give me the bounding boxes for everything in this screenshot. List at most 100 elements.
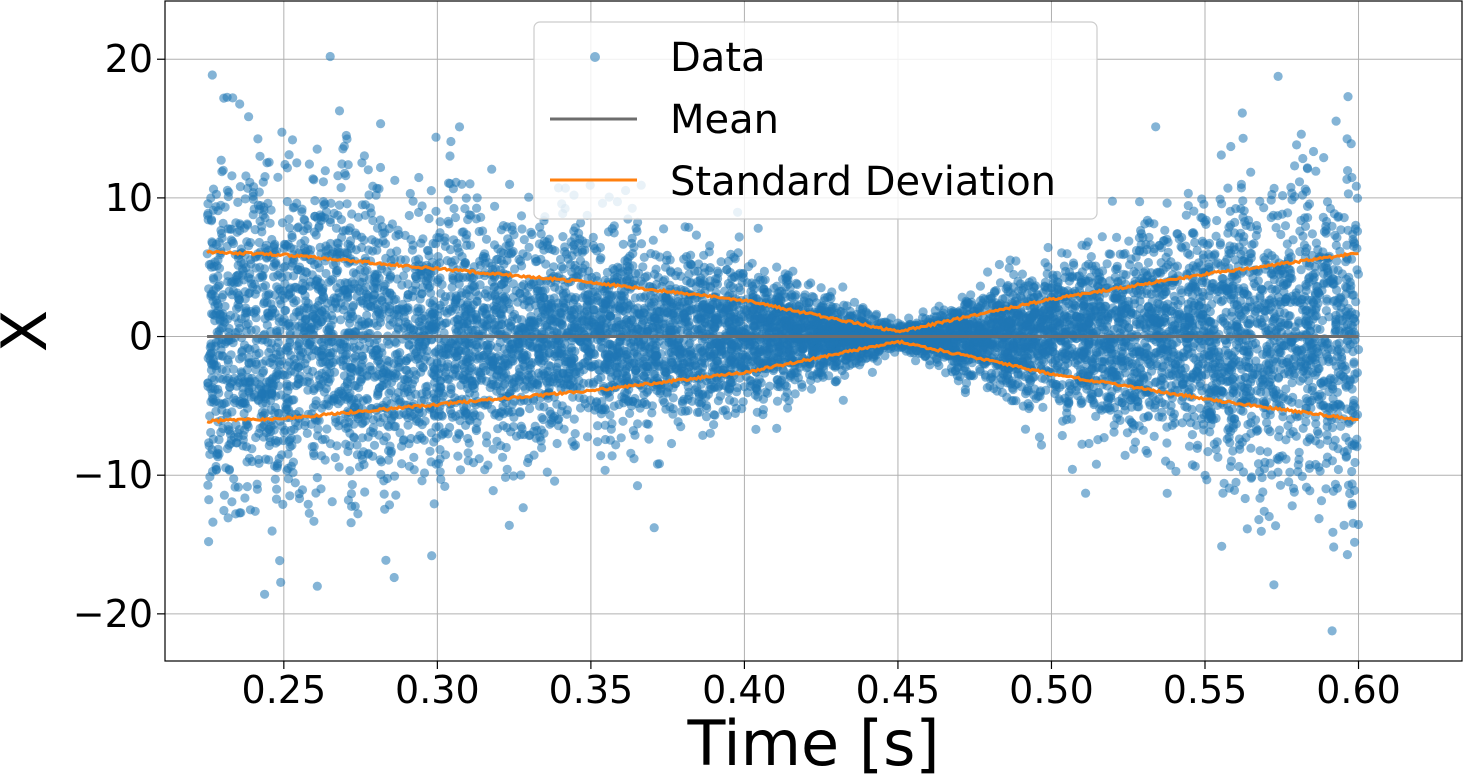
data-point	[607, 451, 617, 461]
data-point	[1294, 399, 1304, 409]
data-point	[290, 478, 300, 488]
data-point	[772, 396, 783, 406]
data-point	[273, 172, 283, 182]
data-point	[518, 503, 528, 513]
data-point	[1274, 432, 1284, 442]
data-point	[994, 259, 1005, 270]
data-point	[867, 367, 878, 377]
data-point	[1058, 416, 1068, 426]
data-point	[709, 420, 719, 430]
data-point	[1187, 430, 1197, 440]
data-point	[716, 257, 726, 267]
data-point	[1097, 232, 1107, 242]
data-point	[753, 223, 763, 233]
data-point	[1043, 242, 1053, 253]
data-point	[360, 487, 370, 497]
data-point	[618, 239, 628, 249]
data-point	[321, 268, 331, 279]
data-point	[596, 253, 606, 263]
data-point	[1149, 431, 1159, 441]
data-point	[683, 406, 693, 416]
data-point	[1329, 542, 1339, 552]
data-point	[353, 509, 363, 519]
data-point	[1038, 402, 1048, 412]
data-point	[313, 431, 323, 441]
data-point	[1298, 423, 1308, 433]
data-point	[235, 99, 245, 109]
data-point	[326, 198, 336, 208]
data-point	[357, 242, 367, 253]
data-point	[304, 508, 314, 518]
data-point	[309, 516, 319, 526]
data-point	[404, 461, 414, 471]
data-point	[686, 250, 696, 260]
data-point	[568, 392, 578, 402]
data-point	[390, 175, 400, 185]
data-point	[505, 179, 515, 189]
data-point	[526, 227, 536, 237]
data-point	[1316, 496, 1327, 506]
data-point	[1020, 424, 1031, 434]
data-point	[463, 448, 473, 458]
data-point	[235, 182, 245, 192]
data-point	[397, 459, 407, 469]
data-point	[1067, 464, 1077, 474]
data-point	[426, 457, 436, 467]
data-point	[275, 556, 285, 566]
data-point	[1102, 259, 1112, 269]
data-point	[381, 555, 391, 565]
data-point	[310, 196, 320, 206]
data-point	[435, 217, 445, 227]
data-point	[363, 165, 373, 175]
data-point	[1276, 229, 1286, 240]
data-point	[304, 159, 314, 169]
data-point	[375, 215, 385, 225]
data-point	[277, 127, 287, 137]
data-point	[1332, 256, 1342, 266]
data-point	[449, 203, 459, 214]
data-point	[1057, 430, 1067, 441]
data-point	[440, 481, 450, 491]
data-point	[216, 155, 226, 165]
data-point	[446, 136, 456, 147]
data-point	[1120, 387, 1130, 397]
data-point	[204, 537, 214, 547]
data-point	[1166, 401, 1176, 411]
data-point	[1267, 470, 1277, 480]
data-point	[1336, 421, 1346, 431]
data-point	[1339, 520, 1349, 531]
data-point	[211, 461, 221, 472]
data-point	[1036, 440, 1047, 450]
data-point	[472, 203, 482, 213]
data-point	[925, 360, 935, 370]
data-point	[285, 442, 295, 452]
data-point	[1225, 206, 1235, 216]
data-point	[244, 112, 254, 122]
data-point	[517, 224, 527, 234]
data-point	[1294, 447, 1304, 457]
data-point	[1203, 249, 1214, 259]
data-point	[1231, 477, 1241, 487]
data-point	[219, 93, 229, 103]
data-point	[266, 326, 276, 337]
data-point	[221, 366, 231, 376]
data-point	[1350, 537, 1360, 547]
data-point	[1112, 232, 1122, 242]
data-point	[1124, 236, 1134, 246]
data-point	[570, 429, 580, 439]
data-point	[227, 497, 237, 507]
data-point	[704, 266, 714, 276]
data-point	[270, 474, 280, 484]
data-point	[379, 476, 389, 486]
data-point	[1213, 452, 1223, 462]
data-point	[618, 416, 628, 426]
data-point	[391, 490, 401, 500]
data-point	[1345, 488, 1355, 499]
data-point	[319, 200, 329, 210]
data-point	[1353, 519, 1363, 530]
data-point	[558, 232, 568, 242]
data-point	[241, 171, 251, 181]
data-point	[250, 506, 260, 516]
data-point	[1241, 433, 1251, 443]
data-point	[600, 465, 610, 475]
